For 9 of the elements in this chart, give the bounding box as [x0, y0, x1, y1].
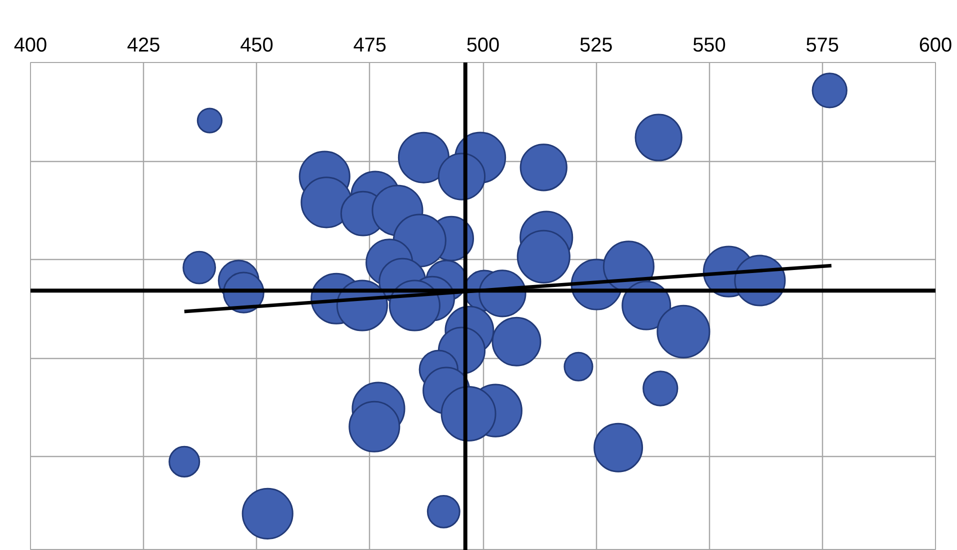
- x-tick-label: 550: [692, 34, 726, 56]
- x-tick-label: 500: [466, 34, 500, 56]
- x-tick-label: 450: [240, 34, 274, 56]
- x-tick-label: 575: [806, 34, 840, 56]
- x-tick-label: 400: [14, 34, 48, 56]
- x-tick-label: 525: [579, 34, 613, 56]
- x-tick-label: 600: [918, 34, 952, 56]
- x-tick-label: 425: [126, 34, 160, 56]
- x-tick-label: 475: [353, 34, 387, 56]
